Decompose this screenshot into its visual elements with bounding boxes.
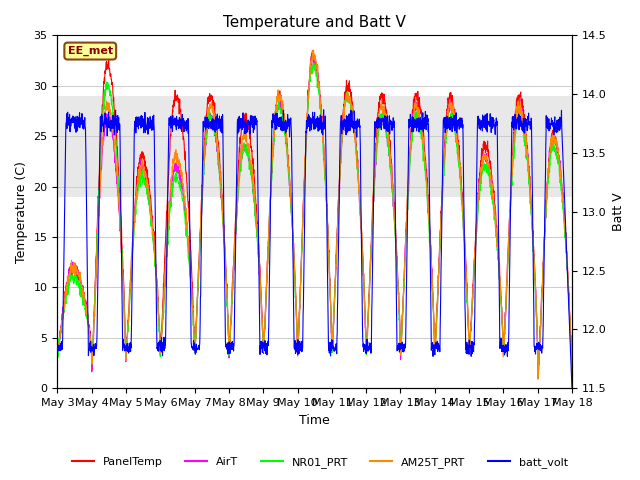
Y-axis label: Batt V: Batt V <box>612 192 625 231</box>
Title: Temperature and Batt V: Temperature and Batt V <box>223 15 406 30</box>
Legend: PanelTemp, AirT, NR01_PRT, AM25T_PRT, batt_volt: PanelTemp, AirT, NR01_PRT, AM25T_PRT, ba… <box>68 452 572 472</box>
Text: EE_met: EE_met <box>68 46 113 56</box>
Y-axis label: Temperature (C): Temperature (C) <box>15 161 28 263</box>
Bar <box>58 96 572 197</box>
X-axis label: Time: Time <box>300 414 330 427</box>
